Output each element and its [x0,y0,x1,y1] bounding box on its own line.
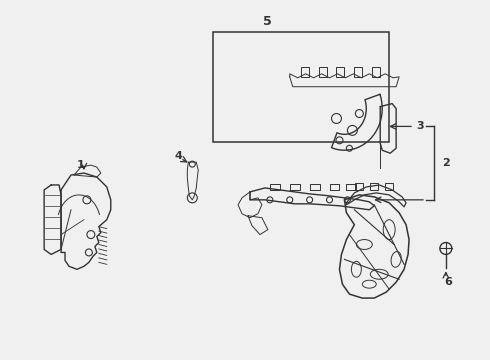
Text: 1: 1 [77,160,85,170]
Bar [385,183,393,190]
Bar [213,32,389,143]
Text: 3: 3 [416,121,424,131]
Bar [372,67,380,77]
Text: 4: 4 [174,151,182,161]
Bar [355,183,363,190]
Bar [301,67,309,77]
Bar [354,67,362,77]
Bar [318,67,326,77]
Text: 2: 2 [442,158,450,168]
Text: 5: 5 [263,15,272,28]
Bar [370,183,378,190]
Bar [337,67,344,77]
Text: 6: 6 [444,277,452,287]
